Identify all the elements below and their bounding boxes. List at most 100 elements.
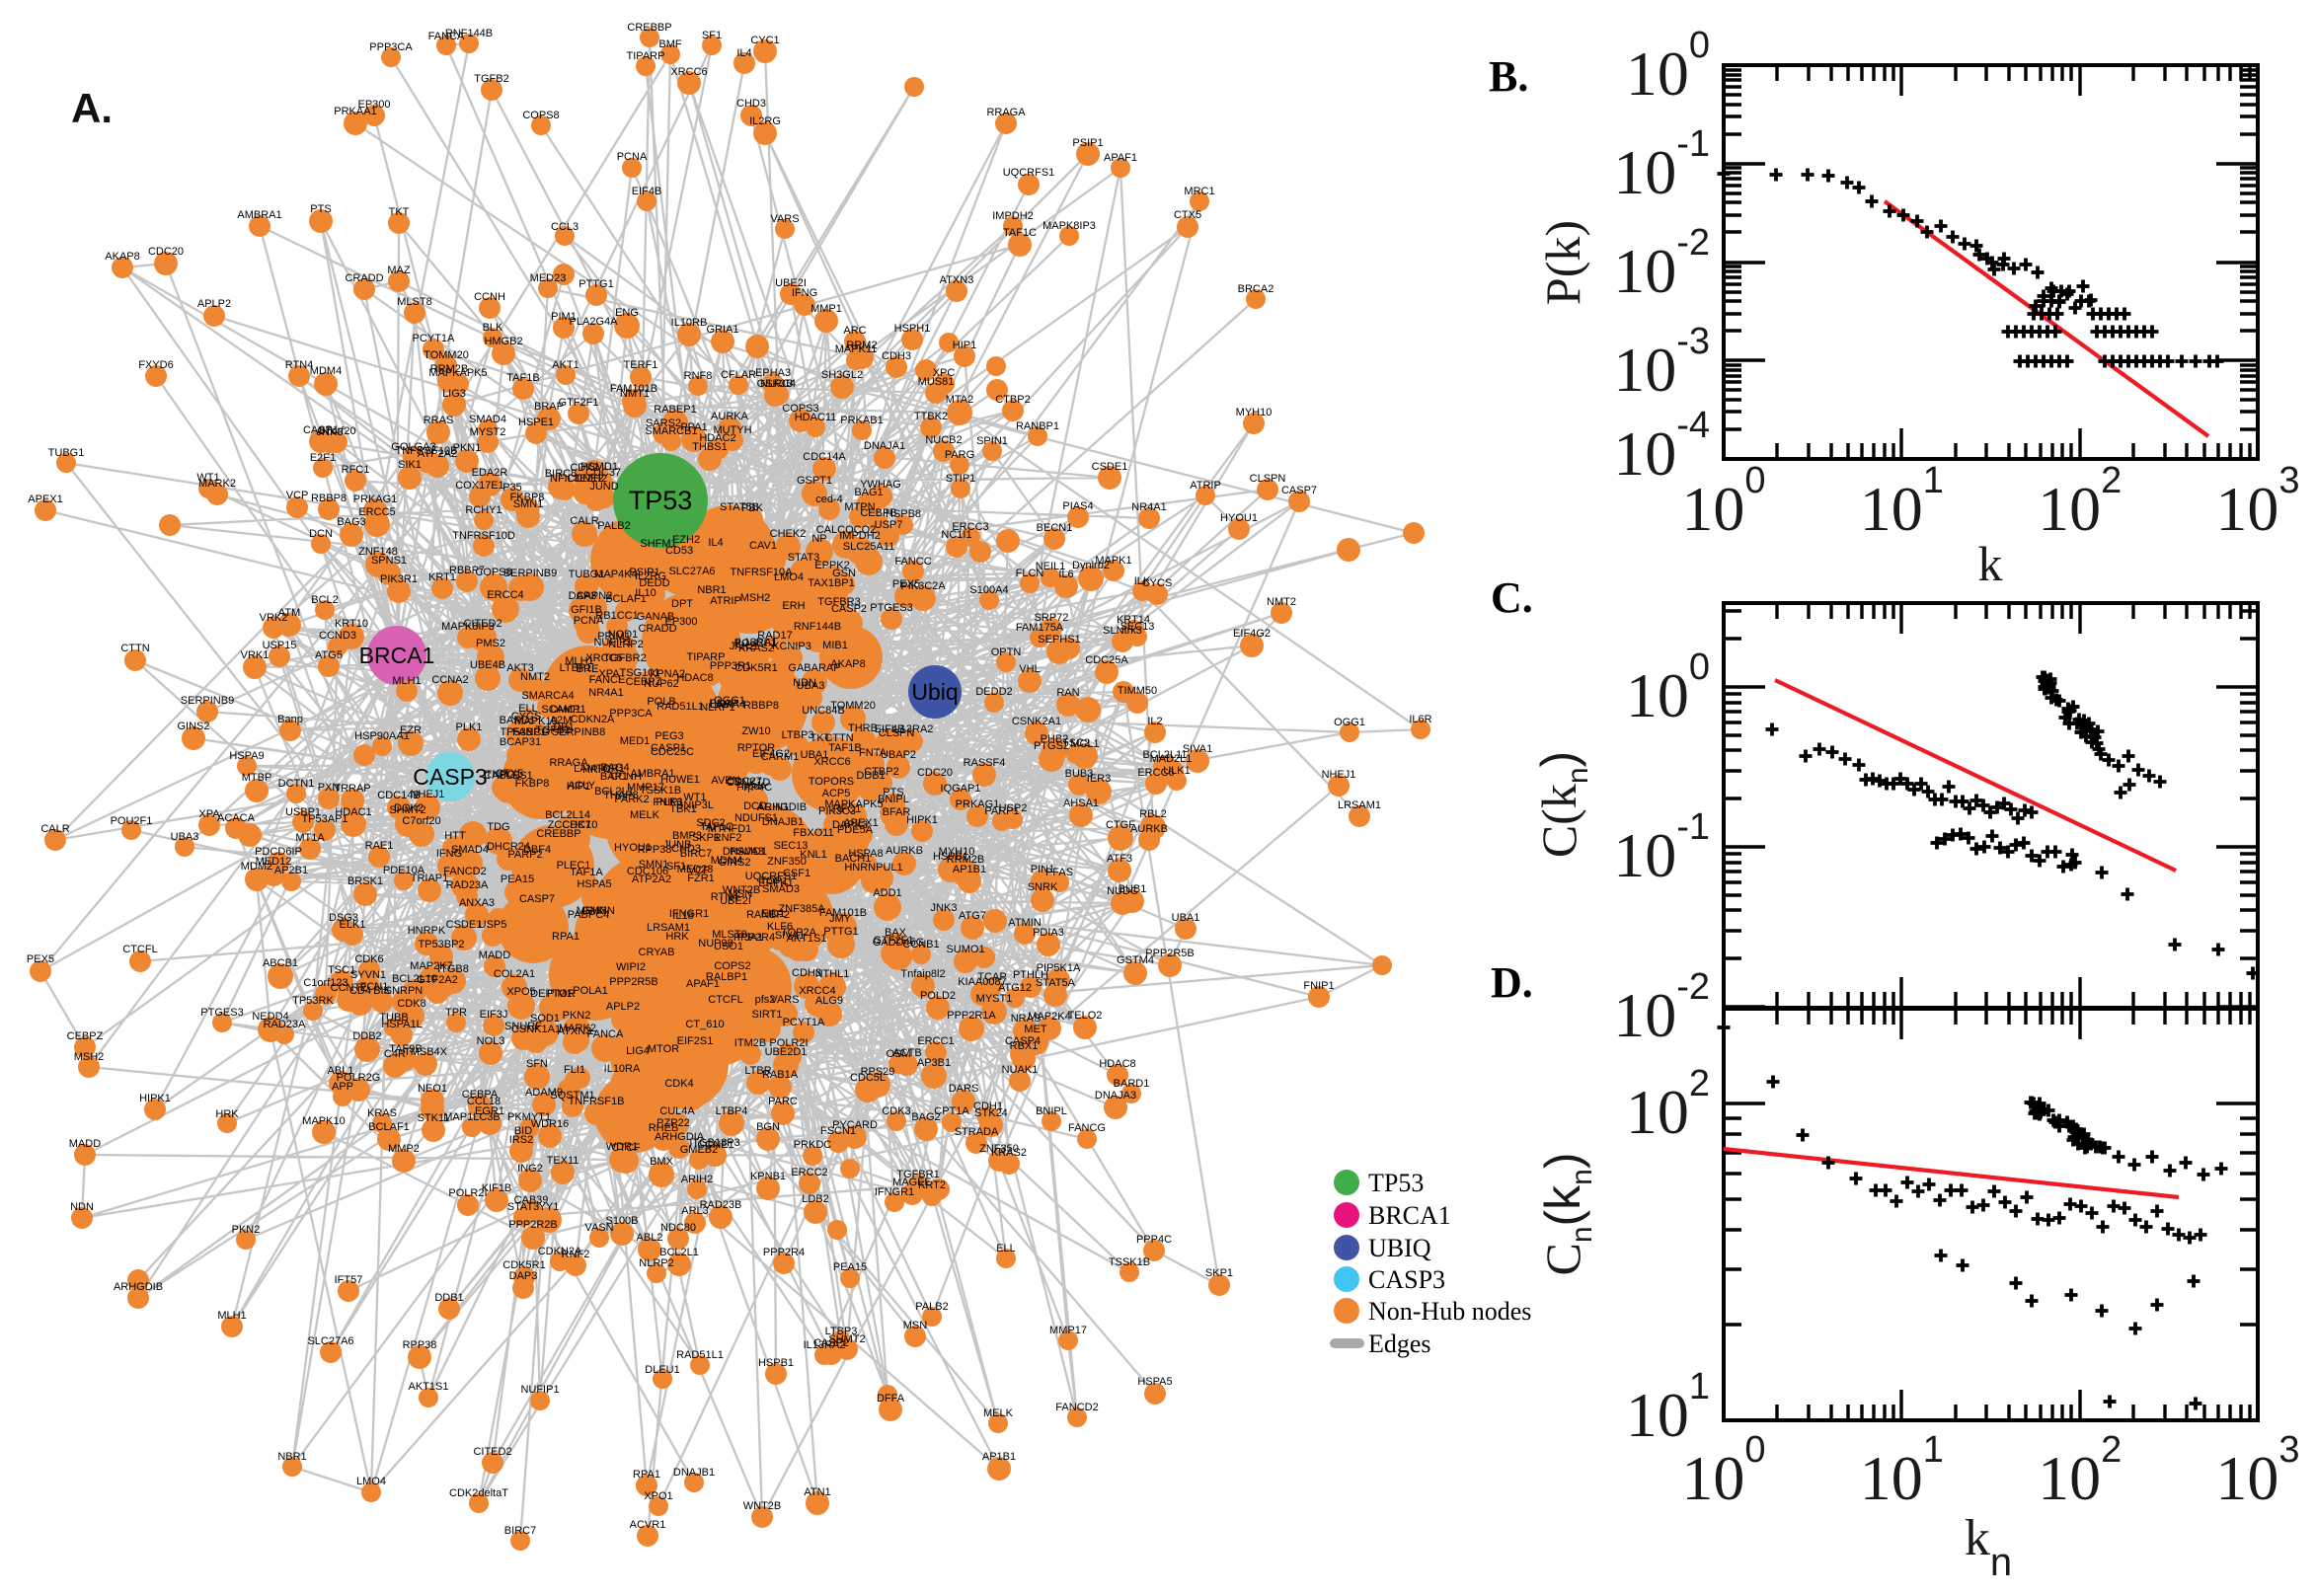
svg-text:USP15: USP15 [263,640,297,651]
svg-text:SMN1: SMN1 [513,498,544,510]
svg-text:TAF1C: TAF1C [700,821,733,833]
svg-text:PTGES3: PTGES3 [200,1007,243,1019]
svg-text:Ubiq: Ubiq [911,679,958,705]
svg-text:IRS2: IRS2 [509,1134,533,1146]
svg-text:TIMM50: TIMM50 [1118,685,1157,697]
svg-text:FLI1: FLI1 [564,1064,585,1076]
svg-text:BNIPL: BNIPL [878,794,909,805]
svg-text:CAV1: CAV1 [749,540,777,552]
svg-text:UBA1: UBA1 [1172,912,1200,924]
svg-text:NUP62: NUP62 [644,678,678,690]
svg-text:VRK2: VRK2 [260,612,288,624]
svg-text:BMP3: BMP3 [672,830,702,842]
svg-text:TBK1: TBK1 [669,803,697,815]
svg-text:UBE4B: UBE4B [470,659,505,671]
svg-text:CDC20: CDC20 [917,767,953,779]
svg-text:CLSPN: CLSPN [879,727,915,739]
svg-text:RPS29: RPS29 [861,1066,895,1078]
svg-text:ERCC4: ERCC4 [487,589,523,601]
svg-text:ELL: ELL [518,703,538,715]
svg-text:RB1CC1: RB1CC1 [595,610,638,622]
svg-text:PCNA: PCNA [617,151,648,163]
svg-text:RBBP7: RBBP7 [449,565,485,576]
svg-text:HDAC2: HDAC2 [699,432,735,444]
svg-text:RRM2: RRM2 [846,340,877,351]
svg-text:CYC1: CYC1 [750,35,779,46]
svg-text:HDAC1: HDAC1 [335,806,371,818]
svg-text:SIK1: SIK1 [398,459,422,471]
svg-text:GADD45G: GADD45G [873,937,925,949]
svg-text:APLP2: APLP2 [197,298,231,310]
svg-text:OGG1: OGG1 [714,695,745,707]
svg-text:CAPN2: CAPN2 [577,590,613,602]
svg-text:ZNF350: ZNF350 [979,1143,1019,1155]
svg-text:RAD23A: RAD23A [446,879,489,891]
svg-text:CYCS: CYCS [1142,577,1173,589]
svg-text:PPP2R2B: PPP2R2B [508,1219,558,1231]
svg-text:DCTN1: DCTN1 [278,778,315,790]
svg-text:CSNK2A1: CSNK2A1 [1012,716,1061,727]
svg-text:PPP2R1A: PPP2R1A [947,1010,996,1022]
svg-text:BRCA1: BRCA1 [359,643,435,668]
svg-text:IL2RG: IL2RG [635,570,666,582]
svg-text:CLSPN: CLSPN [1250,473,1286,485]
svg-text:GSN: GSN [832,568,856,579]
svg-text:MAP1LC3B: MAP1LC3B [443,1111,500,1123]
svg-text:JAK2: JAK2 [730,641,755,652]
svg-text:TCAP: TCAP [977,971,1006,983]
svg-text:PEX5: PEX5 [27,953,54,965]
svg-text:GANAB: GANAB [637,611,675,623]
svg-text:RANBP1: RANBP1 [1016,420,1059,432]
svg-text:USP7: USP7 [875,519,903,531]
svg-text:IL6R: IL6R [1409,714,1431,725]
svg-text:KRAS: KRAS [367,1107,397,1119]
svg-text:BCLAF1: BCLAF1 [605,593,647,605]
svg-text:CCNT2: CCNT2 [331,982,367,994]
svg-text:LRSAM1: LRSAM1 [1338,799,1381,811]
svg-text:KRAS2: KRAS2 [738,643,774,654]
svg-text:THRB: THRB [848,722,878,734]
svg-text:MAPK10: MAPK10 [514,716,557,727]
svg-text:JMY: JMY [829,913,852,925]
svg-text:MLH1: MLH1 [217,1310,246,1322]
svg-text:IL18: IL18 [672,910,693,922]
svg-text:DEPTOR: DEPTOR [530,988,576,1000]
svg-text:BCLAF1: BCLAF1 [368,1121,410,1133]
svg-text:PARG: PARG [945,449,974,461]
svg-text:EIF2S1: EIF2S1 [677,1035,714,1047]
svg-text:EP300: EP300 [357,99,390,111]
svg-text:ZCCHC10: ZCCHC10 [548,819,598,831]
svg-text:PPP3CA: PPP3CA [609,708,653,720]
svg-text:VARS: VARS [770,994,799,1006]
svg-text:LTBP4: LTBP4 [716,1105,748,1117]
svg-text:PIN1: PIN1 [1031,864,1054,875]
svg-text:EIF4B: EIF4B [632,186,662,197]
svg-text:ATG7: ATG7 [959,910,986,922]
svg-text:PKN1: PKN1 [453,442,482,454]
svg-text:EID1: EID1 [761,908,785,920]
svg-text:PRIM1: PRIM1 [597,631,631,643]
svg-text:FANCG: FANCG [1068,1122,1106,1134]
svg-text:PFAS: PFAS [1045,867,1073,878]
svg-text:IL4: IL4 [708,537,723,549]
svg-text:MLST8: MLST8 [397,296,431,308]
svg-text:XPO1: XPO1 [644,1490,672,1502]
svg-text:SIRT1: SIRT1 [752,1009,783,1021]
svg-text:MET: MET [1024,1024,1047,1035]
svg-text:MMP17: MMP17 [627,782,664,794]
svg-text:FANCA: FANCA [587,1028,624,1040]
svg-text:DOK2: DOK2 [394,802,424,814]
svg-text:C.: C. [1491,573,1533,622]
svg-text:HRH1: HRH1 [582,764,612,776]
svg-text:STK11: STK11 [418,1112,450,1124]
svg-text:ERH: ERH [782,600,805,612]
svg-text:RNF144B: RNF144B [794,621,841,633]
svg-text:CD53: CD53 [665,545,693,557]
svg-text:AURKB: AURKB [1130,823,1168,835]
svg-text:HSPA8: HSPA8 [848,848,883,860]
svg-text:FKBP8: FKBP8 [515,778,550,790]
svg-text:TOPORS: TOPORS [809,776,854,788]
svg-text:HSPA5: HSPA5 [577,878,611,890]
svg-text:GTF2F1: GTF2F1 [874,935,914,947]
svg-text:A2M: A2M [550,715,573,726]
